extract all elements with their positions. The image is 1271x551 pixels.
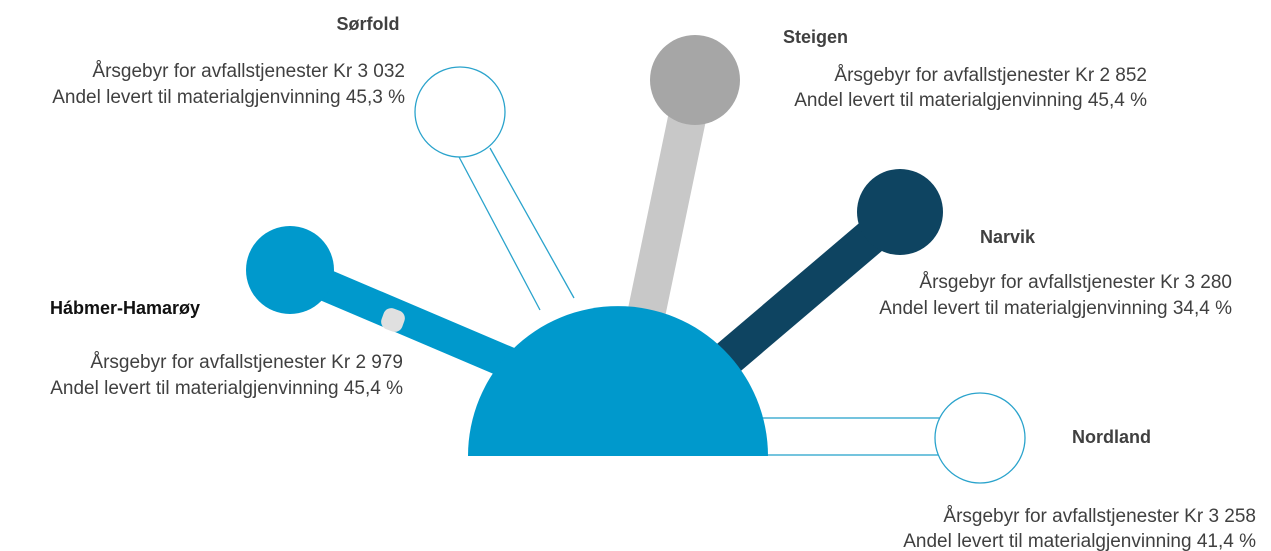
name: Steigen [783,27,848,47]
share: Andel levert til materialgjenvinning 45,… [794,90,1147,111]
hub [468,306,768,456]
circle-steigen [650,35,740,125]
name: Nordland [1072,427,1151,447]
fee: Årsgebyr for avfallstjenester Kr 3 280 [919,272,1232,293]
fee: Årsgebyr for avfallstjenester Kr 2 852 [834,65,1147,86]
share: Andel levert til materialgjenvinning 45,… [50,378,403,399]
name: Sørfold [337,14,400,34]
circle-narvik [857,169,943,255]
marker [381,308,405,332]
circle-nordland [934,392,1026,484]
name: Hábmer-Hamarøy [50,298,200,318]
share: Andel levert til materialgjenvinning 41,… [903,531,1256,551]
share: Andel levert til materialgjenvinning 34,… [879,298,1232,319]
circle-sorfold [414,66,506,158]
fee: Årsgebyr for avfallstjenester Kr 2 979 [90,352,403,373]
circle-habmer [246,226,334,314]
arm-sorfold [489,147,575,299]
share: Andel levert til materialgjenvinning 45,… [52,87,405,108]
name: Narvik [980,227,1036,247]
fee: Årsgebyr for avfallstjenester Kr 3 258 [943,506,1256,527]
fee: Årsgebyr for avfallstjenester Kr 3 032 [92,61,405,82]
arm-sorfold [457,154,541,311]
